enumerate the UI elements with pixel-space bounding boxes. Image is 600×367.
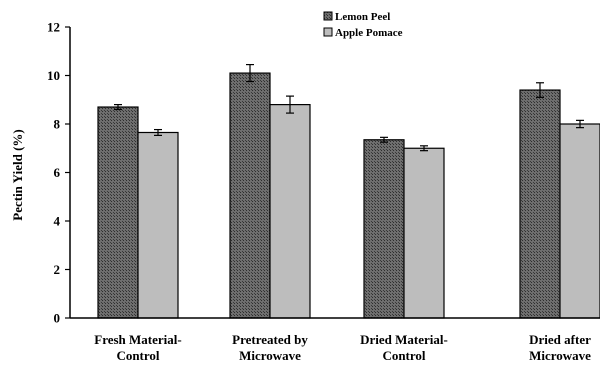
y-tick-label: 6 bbox=[54, 165, 61, 180]
legend-label: Lemon Peel bbox=[335, 11, 390, 23]
bar-lemon-peel bbox=[229, 72, 271, 319]
x-category-label: Control bbox=[116, 348, 159, 363]
y-tick-label: 10 bbox=[47, 68, 60, 83]
legend: Lemon Peel Apple Pomace bbox=[323, 11, 403, 39]
legend-label: Apple Pomace bbox=[335, 27, 403, 39]
y-tick-label: 0 bbox=[54, 311, 61, 326]
bar-lemon-peel bbox=[363, 139, 405, 319]
bar-apple-pomace bbox=[403, 147, 445, 319]
x-category-label: Pretreated by bbox=[232, 332, 308, 347]
bar-apple-pomace bbox=[269, 103, 311, 319]
y-tick-label: 2 bbox=[54, 262, 61, 277]
y-tick-label: 12 bbox=[47, 20, 60, 35]
y-tick-label: 8 bbox=[54, 117, 61, 132]
legend-swatch bbox=[323, 11, 333, 21]
bars bbox=[97, 63, 600, 319]
y-axis: 0 2 4 6 8 10 12 bbox=[47, 20, 71, 326]
y-axis-title: Pectin Yield (%) bbox=[10, 129, 25, 220]
x-category-label: Fresh Material- bbox=[94, 332, 181, 347]
x-category-label: Dried Material- bbox=[360, 332, 448, 347]
x-category-label: Control bbox=[382, 348, 425, 363]
bar-lemon-peel bbox=[519, 89, 561, 319]
legend-swatch bbox=[323, 27, 333, 37]
x-category-label: Dried after bbox=[529, 332, 591, 347]
x-category-label: Microwave bbox=[239, 348, 301, 363]
bar-lemon-peel bbox=[97, 106, 139, 319]
x-category-label: Microwave bbox=[529, 348, 591, 363]
y-tick-label: 4 bbox=[54, 214, 61, 229]
bar-apple-pomace bbox=[137, 131, 179, 319]
bar-apple-pomace bbox=[559, 123, 600, 319]
